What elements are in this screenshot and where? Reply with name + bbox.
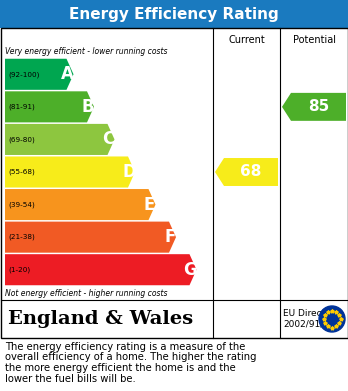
Polygon shape bbox=[5, 124, 114, 155]
Text: lower the fuel bills will be.: lower the fuel bills will be. bbox=[5, 373, 136, 384]
Text: C: C bbox=[102, 131, 114, 149]
Circle shape bbox=[319, 306, 345, 332]
Polygon shape bbox=[5, 156, 135, 188]
Text: D: D bbox=[122, 163, 136, 181]
Polygon shape bbox=[5, 91, 94, 122]
Text: 68: 68 bbox=[240, 165, 262, 179]
Polygon shape bbox=[5, 59, 73, 90]
Text: G: G bbox=[184, 261, 197, 279]
Text: EU Directive: EU Directive bbox=[283, 310, 339, 319]
Bar bbox=[0, 0, 348, 28]
Text: The energy efficiency rating is a measure of the: The energy efficiency rating is a measur… bbox=[5, 342, 245, 352]
Text: (1-20): (1-20) bbox=[8, 266, 30, 273]
Text: (81-91): (81-91) bbox=[8, 104, 35, 110]
Text: overall efficiency of a home. The higher the rating: overall efficiency of a home. The higher… bbox=[5, 353, 256, 362]
Bar bbox=[0, 28, 348, 338]
Polygon shape bbox=[5, 189, 156, 220]
Text: Energy Efficiency Rating: Energy Efficiency Rating bbox=[69, 7, 279, 22]
Text: 85: 85 bbox=[308, 99, 329, 114]
Polygon shape bbox=[215, 158, 278, 186]
Text: 2002/91/EC: 2002/91/EC bbox=[283, 319, 335, 328]
Text: Current: Current bbox=[228, 35, 265, 45]
Text: Not energy efficient - higher running costs: Not energy efficient - higher running co… bbox=[5, 289, 167, 298]
Text: (39-54): (39-54) bbox=[8, 201, 35, 208]
Text: (69-80): (69-80) bbox=[8, 136, 35, 143]
Text: A: A bbox=[61, 65, 74, 83]
Text: B: B bbox=[82, 98, 94, 116]
Polygon shape bbox=[282, 93, 346, 121]
Text: the more energy efficient the home is and the: the more energy efficient the home is an… bbox=[5, 363, 236, 373]
Text: (55-68): (55-68) bbox=[8, 169, 35, 175]
Text: Very energy efficient - lower running costs: Very energy efficient - lower running co… bbox=[5, 47, 167, 56]
Text: (92-100): (92-100) bbox=[8, 71, 39, 77]
Text: Potential: Potential bbox=[293, 35, 335, 45]
Text: F: F bbox=[164, 228, 176, 246]
Text: (21-38): (21-38) bbox=[8, 234, 35, 240]
Polygon shape bbox=[5, 222, 176, 253]
Text: E: E bbox=[144, 196, 155, 213]
Polygon shape bbox=[5, 254, 197, 285]
Text: England & Wales: England & Wales bbox=[8, 310, 193, 328]
